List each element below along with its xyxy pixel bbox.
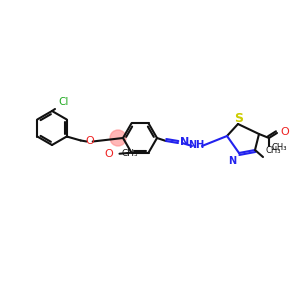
Circle shape xyxy=(110,130,126,146)
Text: O: O xyxy=(85,136,94,146)
Text: N: N xyxy=(228,156,236,166)
Text: CH₃: CH₃ xyxy=(122,149,138,158)
Text: O: O xyxy=(280,127,289,137)
Text: CH₃: CH₃ xyxy=(272,143,287,152)
Text: N: N xyxy=(180,137,189,147)
Text: NH: NH xyxy=(188,140,204,150)
Text: CH₃: CH₃ xyxy=(265,146,280,155)
Text: O: O xyxy=(105,149,113,159)
Text: Cl: Cl xyxy=(58,97,68,107)
Text: S: S xyxy=(235,112,244,124)
